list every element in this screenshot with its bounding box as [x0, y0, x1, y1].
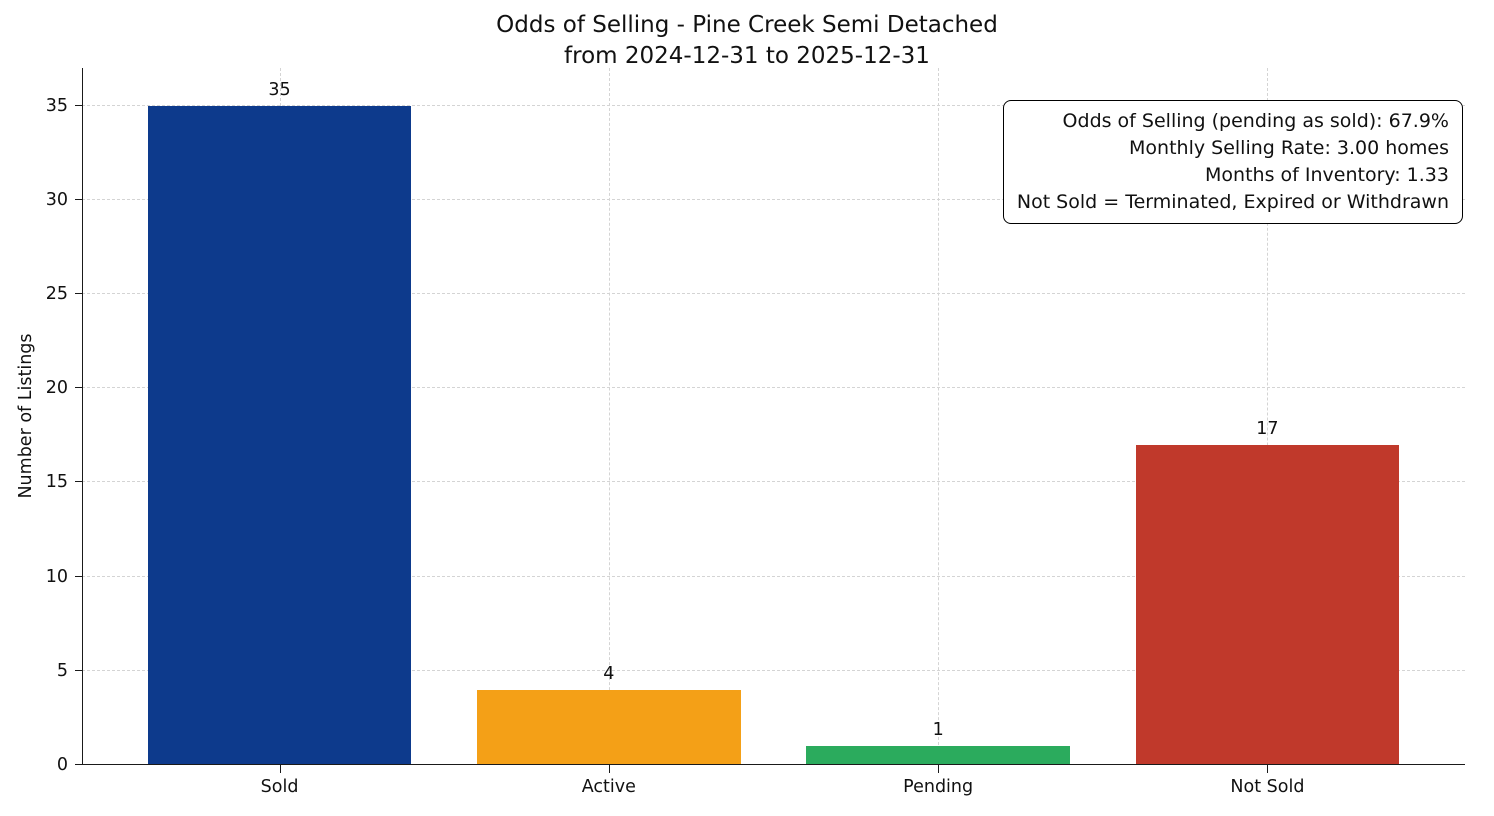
y-tick-mark: [75, 104, 82, 106]
y-tick-mark: [75, 575, 82, 577]
h-gridline: [82, 198, 1465, 200]
annotation-line-inventory: Months of Inventory: 1.33: [1205, 163, 1449, 186]
x-tick-label-sold: Sold: [260, 777, 299, 797]
x-tick-mark: [938, 765, 940, 773]
annotation-line-notsold-def: Not Sold = Terminated, Expired or Withdr…: [1016, 190, 1449, 213]
annotation-line-rate: Monthly Selling Rate: 3.00 homes: [1129, 136, 1449, 159]
y-tick-label: 5: [56, 660, 68, 681]
h-gridline: [82, 104, 1465, 106]
y-axis-spine: [82, 68, 83, 765]
v-gridline: [1267, 68, 1269, 765]
plot-area: Odds of Selling (pending as sold): 67.9%…: [46, 68, 1465, 797]
x-tick-label-not-sold: Not Sold: [1230, 777, 1305, 797]
y-tick-label: 15: [45, 472, 68, 493]
annotation-box: Odds of Selling (pending as sold): 67.9%…: [1002, 100, 1463, 224]
bar-value-label-not-sold: 17: [1256, 418, 1279, 439]
y-tick-mark: [75, 198, 82, 200]
h-gridline: [82, 387, 1465, 389]
y-tick-label: 20: [45, 378, 68, 399]
y-tick-mark: [75, 669, 82, 671]
bar-pending: [806, 746, 1070, 765]
v-gridline: [608, 68, 610, 765]
chart-title: Odds of Selling - Pine Creek Semi Detach…: [0, 10, 1494, 72]
bar-value-label-sold: 35: [268, 79, 291, 100]
bar-value-label-active: 4: [603, 663, 615, 684]
x-tick-label-active: Active: [581, 777, 636, 797]
x-axis-spine: [82, 764, 1465, 765]
y-tick-mark: [75, 387, 82, 389]
y-tick-mark: [75, 293, 82, 295]
x-tick-mark: [1267, 765, 1269, 773]
y-tick-label: 25: [45, 284, 68, 305]
x-tick-label-pending: Pending: [903, 777, 974, 797]
x-tick-mark: [608, 765, 610, 773]
bar-sold: [147, 105, 412, 765]
h-gridline: [82, 293, 1465, 295]
y-tick-label: 30: [45, 189, 68, 210]
h-gridline: [82, 575, 1465, 577]
bar-value-label-pending: 1: [932, 720, 944, 741]
y-tick-mark: [75, 764, 82, 765]
bar-not-sold: [1135, 444, 1400, 765]
h-gridline: [82, 481, 1465, 483]
y-tick-label: 10: [45, 566, 68, 587]
y-tick-label: 0: [56, 755, 68, 775]
y-tick-label: 35: [45, 95, 68, 116]
v-gridline: [938, 68, 940, 765]
x-tick-mark: [279, 765, 281, 773]
bar-active: [477, 689, 741, 765]
chart-title-line1: Odds of Selling - Pine Creek Semi Detach…: [496, 12, 998, 38]
h-gridline: [82, 669, 1465, 671]
chart-title-line2: from 2024-12-31 to 2025-12-31: [564, 43, 930, 70]
annotation-line-odds: Odds of Selling (pending as sold): 67.9%: [1062, 110, 1449, 132]
y-tick-mark: [75, 481, 82, 483]
